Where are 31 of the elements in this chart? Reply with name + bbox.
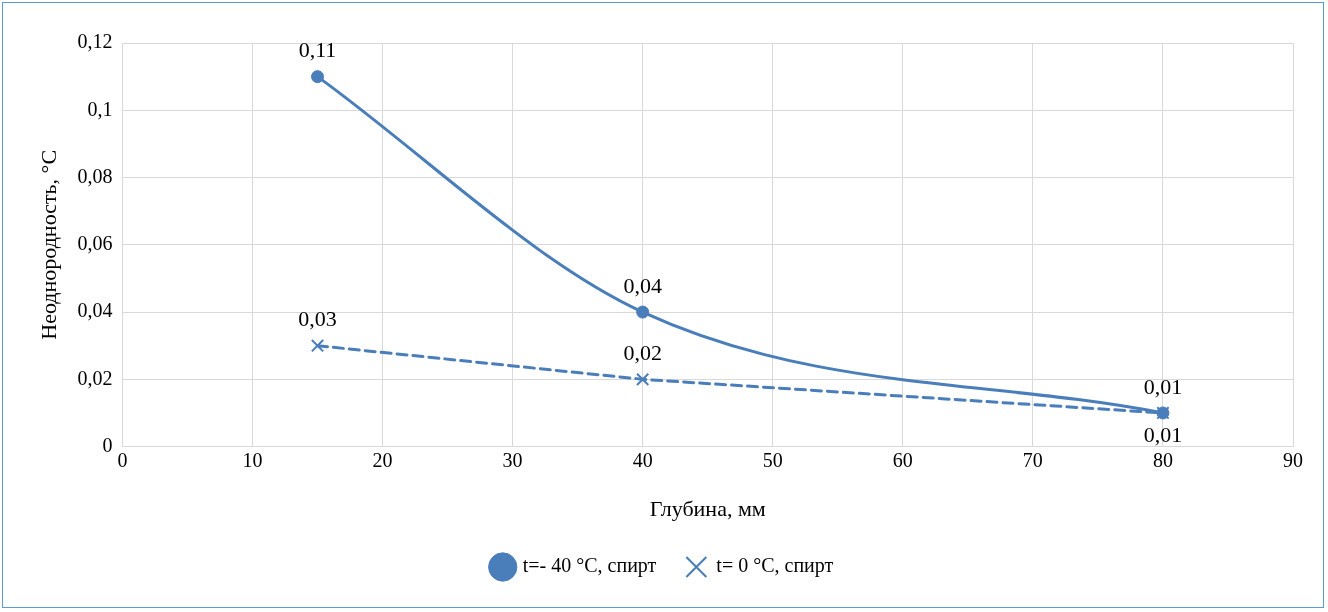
y-tick-label: 0,1 [87, 97, 113, 120]
data-label: 0,01 [1143, 373, 1183, 399]
y-tick-label: 0,12 [77, 30, 113, 53]
y-tick-label: 0 [102, 433, 113, 456]
data-label: 0,03 [298, 306, 337, 332]
data-label: 0,11 [298, 37, 337, 63]
point [311, 70, 324, 84]
y-tick-label: 0,06 [77, 232, 113, 255]
y-axis-title: Неоднородность, °C [35, 149, 61, 340]
data-label: 0,01 [1143, 421, 1183, 447]
x-axis-title: Глубина, мм [649, 495, 766, 521]
legend-label: t=- 40 °C, спирт [522, 554, 657, 578]
data-label: 0,02 [623, 340, 662, 366]
x-tick-label: 90 [1283, 448, 1303, 471]
x-tick-label: 30 [502, 448, 523, 471]
data-label: 0,04 [623, 272, 662, 298]
y-tick-label: 0,08 [77, 164, 113, 187]
legend-label: t= 0 °C, спирт [716, 554, 834, 578]
point [636, 372, 650, 386]
x-tick-label: 70 [1022, 448, 1043, 471]
point [310, 339, 325, 353]
y-tick-label: 0,04 [77, 299, 113, 322]
x-tick-label: 10 [242, 448, 263, 471]
x-tick-label: 40 [632, 448, 653, 471]
x-tick-label: 80 [1152, 448, 1173, 471]
y-tick-label: 0,02 [77, 366, 113, 389]
point [636, 305, 650, 319]
x-tick-label: 0 [117, 448, 128, 471]
x-tick-label: 50 [762, 448, 783, 471]
x-tick-label: 60 [892, 448, 913, 471]
x-tick-label: 20 [372, 448, 393, 471]
